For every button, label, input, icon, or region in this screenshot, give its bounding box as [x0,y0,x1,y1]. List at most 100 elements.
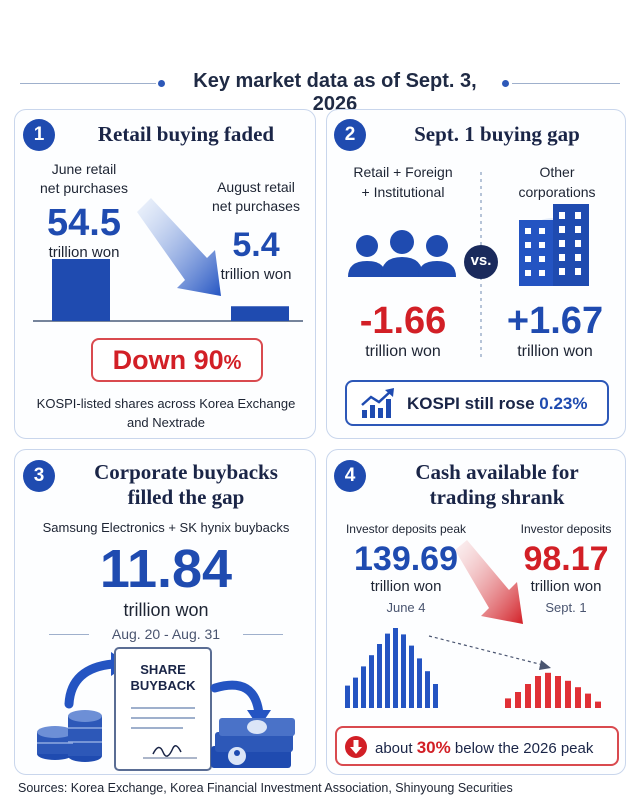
deposits-value: 98.17 [523,540,609,578]
deposit-bars-red [505,672,601,708]
card-title-line: trading shrank [429,485,565,509]
deposit-bar [585,693,591,708]
down-word: Down [112,345,194,375]
dates-rule-right [243,634,283,635]
deposits-peak-date: June 4 [386,600,426,615]
curved-arrow-left-icon [64,659,118,709]
june-value: 54.5 [47,202,121,244]
header-dot-right [502,80,509,87]
curved-arrow-right-icon [210,680,264,719]
deposit-bar [535,676,541,708]
june-label-line: June retail [51,161,117,177]
deposit-bar [595,701,601,708]
buyback-value: 11.84 [99,539,233,599]
investors-unit: trillion won [365,343,441,360]
peak-percent: 30% [416,738,451,757]
note-line: and Nextrade [126,415,206,430]
down-percent-box: Down 90% [91,338,263,382]
card1-note: KOSPI-listed shares across Korea Exchang… [23,394,309,432]
deposit-bar [353,677,358,708]
card-cash-shrank: 4 Cash available for trading shrank Inve… [326,449,626,775]
card-retail-buying: 1 Retail buying faded June retail net pu… [14,109,316,439]
chart-up-icon [361,388,394,418]
deposit-bar [345,685,350,708]
june-label-line: net purchases [40,180,128,196]
investors-label-line: + Institutional [361,184,445,200]
card-title: Retail buying faded [97,122,275,146]
deposit-bar [555,676,561,708]
card-title: Corporate buybacks filled the gap [61,460,311,510]
header-dot-left [158,80,165,87]
doc-title-line: BUYBACK [130,678,196,693]
card-corporate-buybacks: 3 Corporate buybacks filled the gap Sams… [14,449,316,775]
buyback-unit: trillion won [123,600,209,620]
corporations-value: +1.67 [506,300,604,342]
coin-stack-icon [37,710,102,762]
down-number: 90 [193,345,224,375]
card-number-badge: 3 [23,460,55,492]
corporations-label-line: Other [539,164,575,180]
share-buyback-doc-title: SHARE BUYBACK [121,662,205,694]
deposit-bar [433,684,438,708]
corporations-label-line: corporations [518,184,596,200]
dates-rule-left [49,634,89,635]
down-percent-text: Down 90% [93,345,261,376]
sources-footnote: Sources: Korea Exchange, Korea Financial… [18,781,513,795]
deposit-bar [505,698,511,708]
bar-august [231,306,289,321]
corporations-unit: trillion won [517,343,593,360]
buyback-subtitle: Samsung Electronics + SK hynix buybacks [42,520,290,535]
kospi-rose-box: KOSPI still rose 0.23% [345,380,609,426]
card-title: Sept. 1 buying gap [414,122,580,146]
kospi-percent: 0.23% [539,394,588,413]
deposit-bar [401,634,406,708]
deposit-bar [417,658,422,708]
deposit-bar [409,645,414,708]
deposits-peak-unit: trillion won [370,578,442,595]
card-number-badge: 2 [334,119,366,151]
card-number-badge: 1 [23,119,55,151]
doc-title-line: SHARE [140,662,186,677]
august-label: August retail net purchases [201,178,311,216]
august-label-line: August retail [217,179,295,195]
august-unit: trillion won [220,266,292,283]
deposit-bar [545,672,551,708]
deposit-bar [425,671,430,708]
vs-badge [464,245,498,279]
investors-value: -1.66 [359,300,447,342]
peak-prefix: about [375,740,417,757]
deposits-peak-label: Investor deposits peak [345,522,467,536]
deposit-bar [575,687,581,708]
investors-label-line: Retail + Foreign [353,164,453,180]
people-group-icon [348,230,456,277]
bar-june [52,259,110,321]
peak-drop-box: about 30% below the 2026 peak [335,726,619,766]
deposit-bar [393,628,398,708]
deposit-bar [525,684,531,708]
trend-dashed-line [428,635,548,667]
deposits-graphic [345,540,601,708]
buyback-dates: Aug. 20 - Aug. 31 [111,626,221,642]
vs-label: vs. [470,252,492,269]
card-title-line: filled the gap [127,485,245,509]
page-header: Key market data as of Sept. 3, 2026 [0,62,640,115]
card-buying-gap: 2 Sept. 1 buying gap Retail + Foreign + … [326,109,626,439]
header-rule-left [20,83,156,84]
august-label-line: net purchases [212,198,300,214]
deposits-label: Investor deposits [520,522,612,536]
deposit-bar [515,692,521,708]
retail-decline-graphic [33,198,303,322]
peak-suffix: below the 2026 peak [450,740,594,757]
deposit-bar [361,666,366,708]
peak-drop-text: about 30% below the 2026 peak [375,738,593,758]
corporations-label: Other corporations [493,162,621,202]
percent-sign: % [223,352,242,374]
card-number-badge: 4 [334,460,366,492]
document-icon [114,647,212,771]
deposit-bar [369,655,374,708]
card-title-line: Cash available for [415,460,579,484]
august-value: 5.4 [232,226,280,264]
header-rule-right [512,83,620,84]
arrowhead-icon [539,660,551,670]
down-arrow-icon [455,540,523,624]
